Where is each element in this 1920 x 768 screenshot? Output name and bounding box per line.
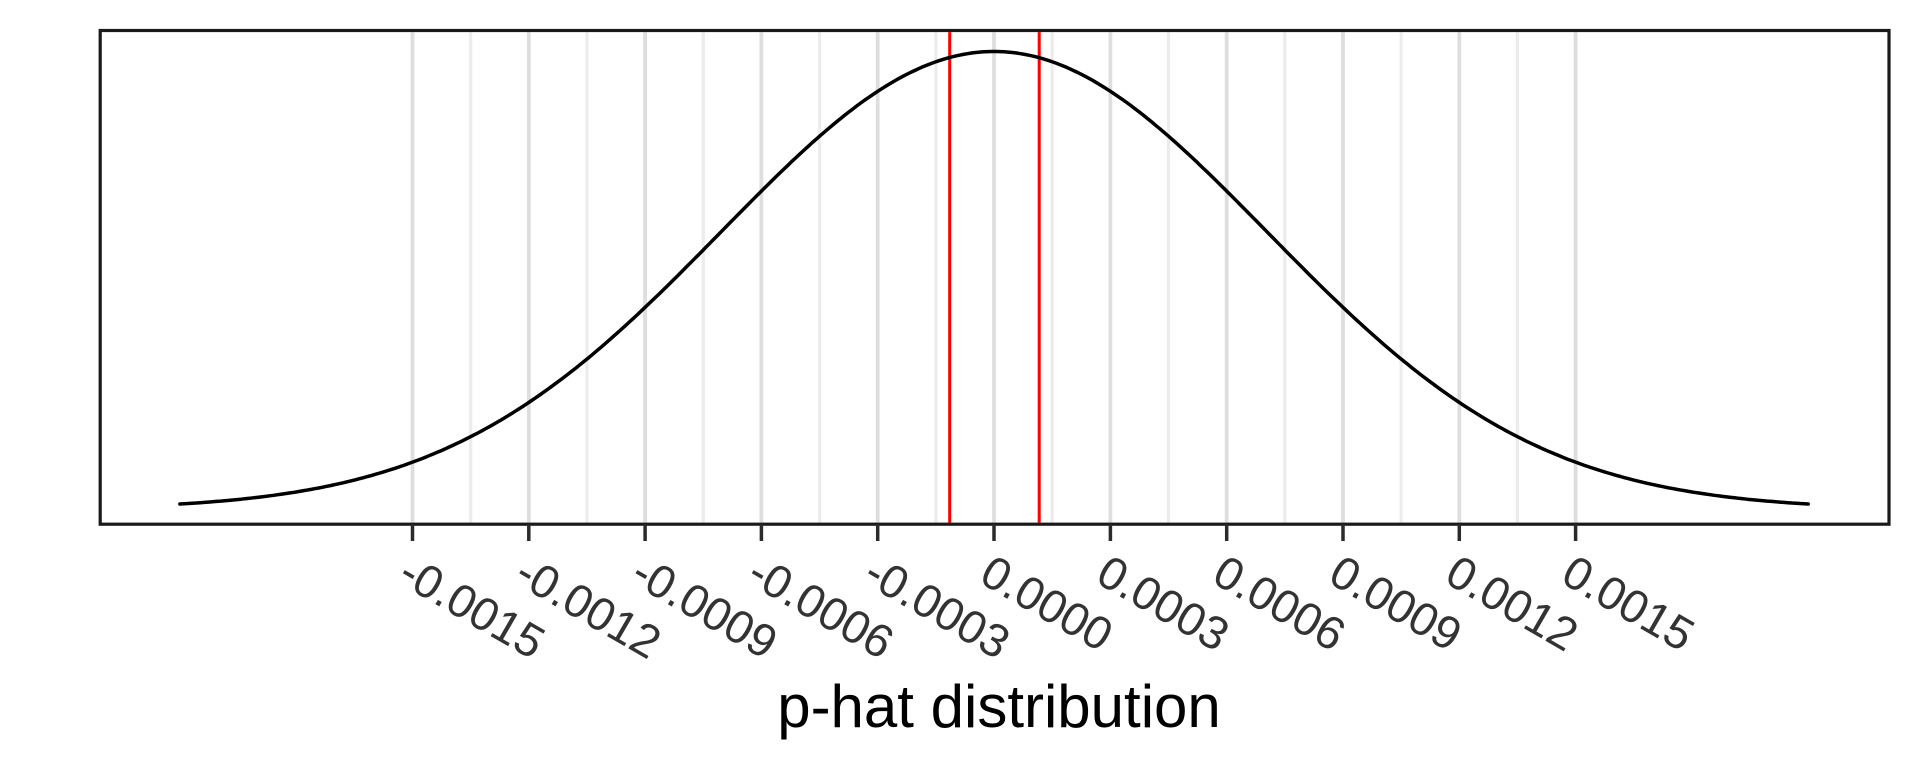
svg-text:p-hat distribution: p-hat distribution — [777, 673, 1221, 740]
